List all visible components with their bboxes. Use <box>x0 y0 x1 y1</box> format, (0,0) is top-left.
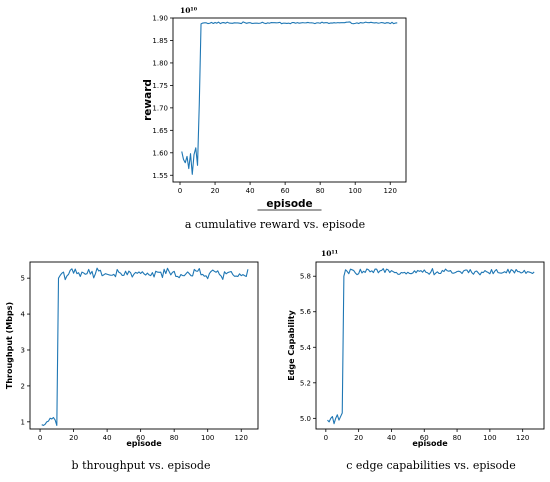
x-tick-label: 100 <box>483 434 496 442</box>
x-tick-label: 60 <box>136 434 145 442</box>
x-axis-label: episode <box>412 439 448 448</box>
plot-frame <box>172 17 407 183</box>
y-tick-label: 1.75 <box>152 82 168 90</box>
x-tick-label: 0 <box>38 434 42 442</box>
chart-c: 0 20 40 60 80 100 120 5.0 5.2 5.4 5.6 5.8 episode Edg… <box>287 249 545 472</box>
y-axis-label: Throughput (Mbps) <box>5 302 14 389</box>
y-tick-label: 4 <box>21 311 26 319</box>
series-line <box>181 21 398 175</box>
x-tick-label: 80 <box>453 434 462 442</box>
y-tick-label: 5.4 <box>300 344 312 352</box>
y-tick-label: 1.70 <box>152 104 168 112</box>
x-tick-label: 20 <box>354 434 363 442</box>
x-tick-label: 20 <box>211 187 220 195</box>
chart-b: 0 20 40 60 80 100 120 1 2 3 4 5 episode Throughput (M… <box>5 261 259 472</box>
y-tick-label: 5.2 <box>300 379 311 387</box>
y-multiplier-label: 10¹¹ <box>321 249 338 258</box>
x-tick-label: 80 <box>170 434 179 442</box>
x-tick-label: 60 <box>281 187 290 195</box>
y-tick-label: 5.0 <box>300 415 311 423</box>
series-line <box>41 267 249 426</box>
series-line <box>327 268 535 425</box>
x-tick-label: 0 <box>324 434 328 442</box>
y-multiplier-label: 10¹⁰ <box>180 6 198 15</box>
x-tick-label: 0 <box>178 187 182 195</box>
plot-frame <box>29 261 259 430</box>
y-tick-label: 1 <box>21 418 25 426</box>
figure-caption: b throughput vs. episode <box>72 459 211 472</box>
y-tick-label: 1.65 <box>152 127 168 135</box>
x-tick-label: 60 <box>420 434 429 442</box>
plot-frame <box>315 261 545 430</box>
y-tick-label: 1.85 <box>152 37 168 45</box>
x-axis-label: episode <box>266 198 312 210</box>
x-tick-label: 100 <box>201 434 214 442</box>
x-axis-label: episode <box>126 439 162 448</box>
x-tick-label: 120 <box>235 434 248 442</box>
figure-caption: c edge capabilities vs. episode <box>346 459 516 472</box>
x-tick-label: 100 <box>349 187 362 195</box>
x-tick-label: 40 <box>246 187 255 195</box>
y-axis-label: Edge Capability <box>287 309 296 380</box>
y-tick-label: 1.90 <box>152 15 168 23</box>
y-tick-label: 2 <box>21 382 25 390</box>
x-tick-label: 80 <box>316 187 325 195</box>
x-tick-label: 120 <box>384 187 397 195</box>
y-tick-label: 3 <box>21 346 25 354</box>
y-tick-label: 1.55 <box>152 172 168 180</box>
x-tick-label: 40 <box>103 434 112 442</box>
x-tick-label: 120 <box>516 434 529 442</box>
y-tick-label: 1.80 <box>152 59 168 67</box>
y-tick-label: 5.8 <box>300 273 311 281</box>
chart-a: 0 20 40 60 80 100 120 1.55 1.60 1.65 1.70 1.75 1.80 1… <box>142 6 407 231</box>
y-tick-label: 1.60 <box>152 149 168 157</box>
y-tick-label: 5.6 <box>300 308 312 316</box>
x-tick-label: 20 <box>69 434 78 442</box>
x-tick-label: 40 <box>387 434 396 442</box>
y-tick-label: 5 <box>21 275 25 283</box>
y-axis-label: reward <box>142 79 154 121</box>
figure-caption: a cumulative reward vs. episode <box>185 218 365 231</box>
